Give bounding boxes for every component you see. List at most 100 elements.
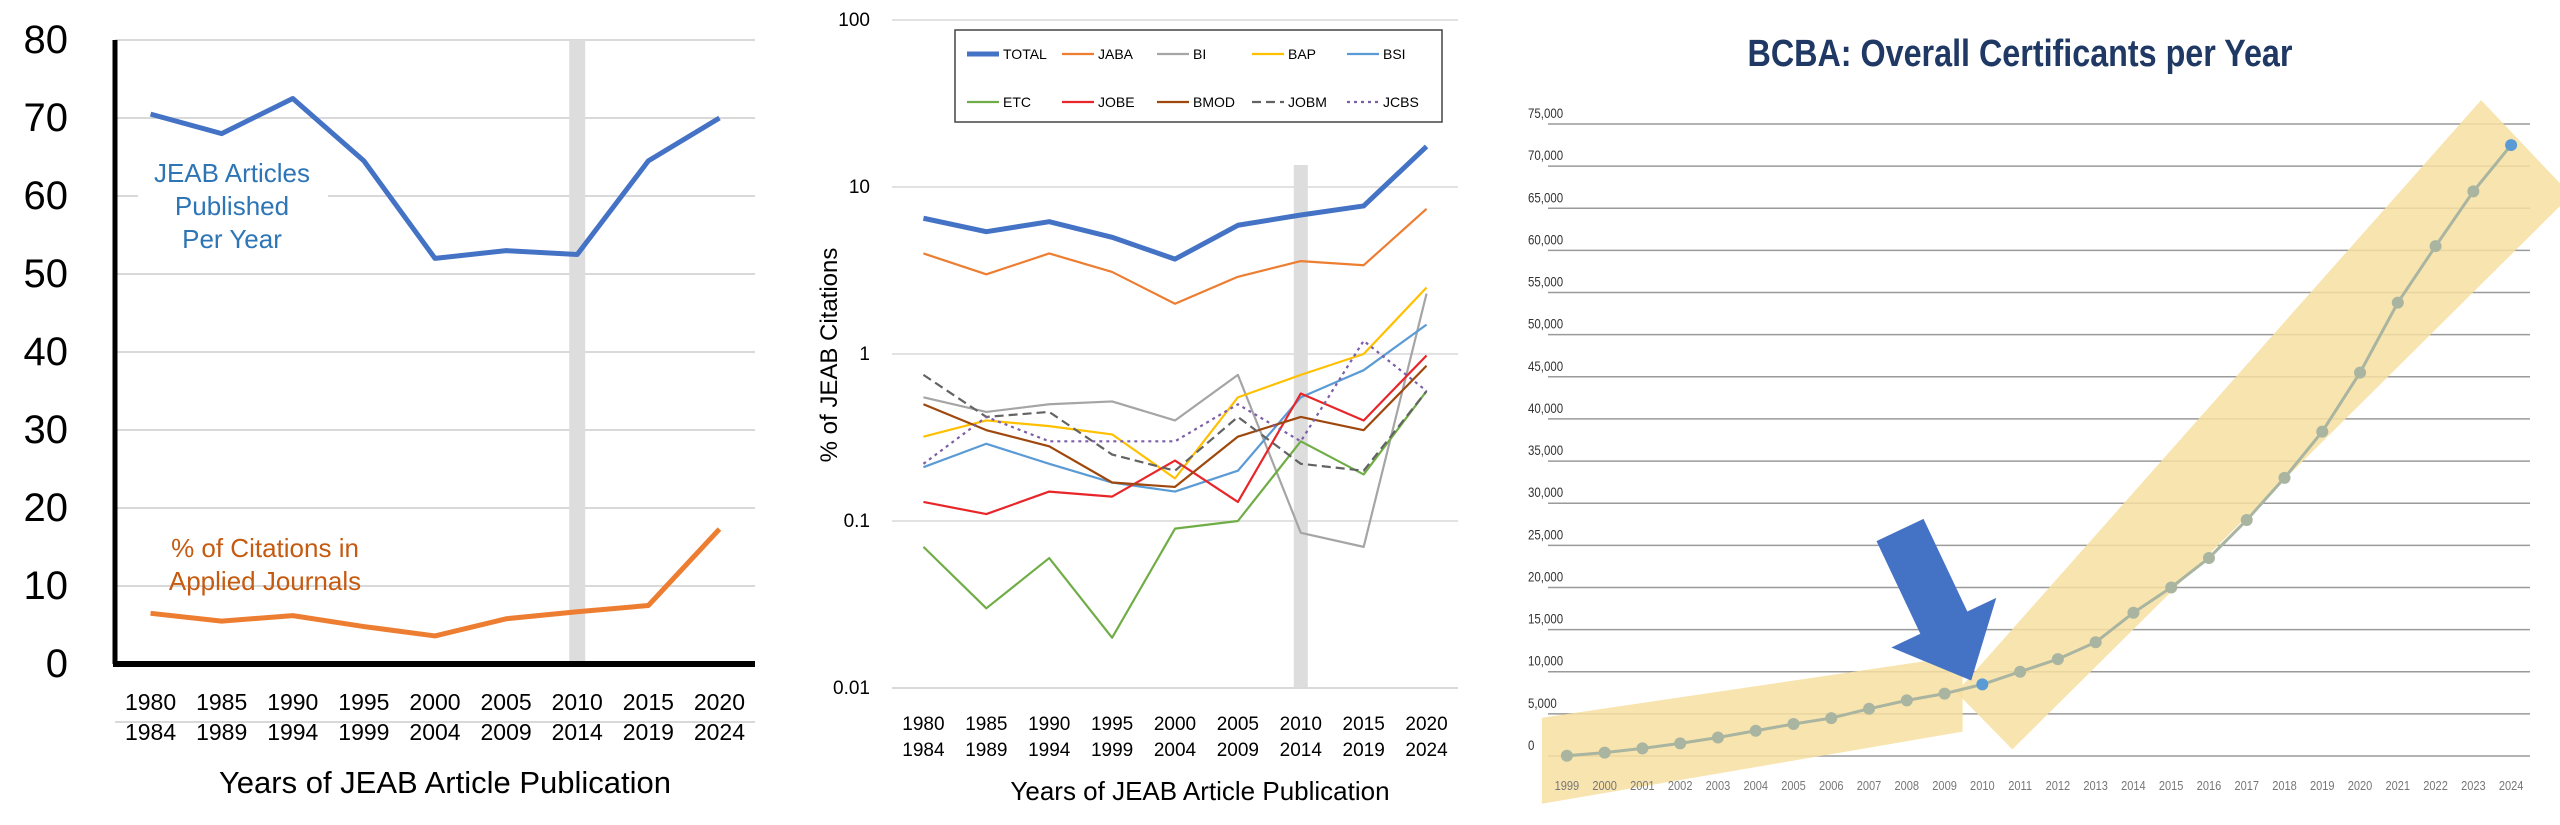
x-tick-label: 2015	[623, 689, 674, 715]
y-tick-label: 65,000	[1528, 189, 1563, 205]
x-tick-label: 1980	[902, 714, 944, 735]
x-tick-label: 2018	[2272, 778, 2297, 793]
series-line	[922, 373, 1428, 472]
y-tick-label: 0	[46, 642, 68, 686]
x-tick-label: 2024	[2499, 778, 2524, 793]
x-tick-label: 2015	[2159, 778, 2184, 793]
x-tick-label: 2005	[1217, 714, 1259, 735]
data-point	[2354, 366, 2367, 379]
x-tick-label: 2021	[2386, 778, 2411, 793]
data-point	[1674, 737, 1687, 750]
y-tick-label: 50,000	[1528, 316, 1563, 332]
x-tick-label: 2005	[1781, 778, 1806, 793]
x-tick-label: 2007	[1857, 778, 1882, 793]
x-tick-label: 2009	[1932, 778, 1957, 793]
x-tick-label: 2009	[1217, 740, 1259, 761]
x-tick-label: 1990	[267, 689, 318, 715]
x-tick-label: 1989	[965, 740, 1007, 761]
legend-label: BMOD	[1193, 94, 1235, 110]
chart-bcba-certificants: BCBA: Overall Certificants per Year 0 5,00…	[1528, 33, 2560, 804]
data-point	[2014, 665, 2027, 678]
x-tick-label: 2002	[1668, 778, 1693, 793]
x-tick-label: 2001	[1630, 778, 1655, 793]
annotation-bg	[138, 150, 328, 258]
y-tick-label: 75,000	[1528, 105, 1563, 121]
data-point	[2089, 636, 2102, 649]
y-tick-label: 15,000	[1528, 610, 1563, 626]
annotation-citations: % of Citations in	[171, 533, 359, 563]
x-tick-label: 2006	[1819, 778, 1844, 793]
y-tick-label: 40	[24, 330, 69, 374]
x-tick-label: 2010	[1970, 778, 1995, 793]
x-tick-label: 1984	[125, 719, 176, 745]
data-point	[1636, 742, 1649, 755]
x-tick-label: 1995	[1091, 714, 1133, 735]
x-tick-label: 2004	[409, 719, 460, 745]
x-tick-label: 2000	[1154, 714, 1196, 735]
x-tick-label: 1995	[338, 689, 389, 715]
legend-label: JOBM	[1288, 94, 1327, 110]
series-line	[1566, 144, 2513, 758]
y-tick-label: 50	[24, 252, 69, 296]
y-tick-label: 0.1	[844, 511, 870, 532]
data-point	[2391, 296, 2404, 309]
y-tick-label: 0	[1528, 737, 1534, 753]
data-point	[1825, 712, 1838, 725]
data-point	[1560, 749, 1573, 762]
x-tick-label: 2004	[1743, 778, 1768, 793]
x-tick-label: 2020	[2348, 778, 2373, 793]
data-point	[1938, 687, 1951, 700]
x-tick-label: 2004	[1154, 740, 1197, 761]
y-tick-label: 10	[849, 177, 870, 198]
series-line	[923, 293, 1428, 548]
series-line	[923, 354, 1428, 516]
x-tick-label: 2013	[2083, 778, 2108, 793]
x-tick-label: 2005	[481, 689, 532, 715]
data-point	[1711, 731, 1724, 744]
series-line	[923, 365, 1428, 489]
data-point	[2278, 471, 2291, 484]
data-point	[2051, 653, 2064, 666]
x-tick-label: 1984	[902, 740, 945, 761]
annotation-citations: Applied Journals	[169, 566, 361, 596]
x-tick-label: 2019	[1343, 740, 1385, 761]
x-tick-label: 2012	[2046, 778, 2071, 793]
series-line	[923, 323, 1428, 493]
y-tick-label: 60	[24, 174, 69, 218]
series-line	[150, 527, 722, 639]
x-tick-label: 2008	[1895, 778, 1920, 793]
series-line	[923, 286, 1428, 480]
y-tick-label: 30	[24, 408, 69, 452]
x-tick-label: 2010	[1280, 714, 1322, 735]
data-point	[2429, 240, 2442, 253]
data-point	[2202, 551, 2215, 564]
chart-citation-percentages: 0.01 0.1 1 10 100 TOTAL JABA BI BAP BSI ETC JOBE BMO…	[816, 10, 1458, 806]
x-axis-title: Years of JEAB Article Publication	[1010, 776, 1389, 806]
y-tick-label: 1	[859, 344, 870, 365]
y-tick-label: 20	[24, 486, 69, 530]
data-point	[1598, 746, 1611, 759]
series-line	[922, 390, 1428, 639]
x-tick-label: 2000	[1592, 778, 1617, 793]
x-tick-label: 2020	[1405, 714, 1447, 735]
x-tick-label: 1994	[1028, 740, 1071, 761]
y-tick-label: 70,000	[1528, 147, 1563, 163]
y-tick-label: 30,000	[1528, 484, 1563, 500]
data-point	[1900, 694, 1913, 707]
y-tick-label: 0.01	[833, 678, 870, 699]
arrow-shape	[1876, 518, 1997, 681]
y-tick-label: 25,000	[1528, 526, 1563, 542]
data-point	[1749, 724, 1762, 737]
data-point	[1863, 702, 1876, 715]
y-tick-label: 35,000	[1528, 442, 1563, 458]
annotation-articles: JEAB Articles	[154, 158, 310, 188]
x-tick-label: 2014	[1280, 740, 1323, 761]
series-line	[922, 144, 1429, 262]
legend-label: BI	[1193, 46, 1206, 62]
data-point	[2165, 581, 2178, 594]
highlight-band	[1293, 165, 1308, 688]
x-tick-label: 2019	[623, 719, 674, 745]
x-tick-label: 2015	[1343, 714, 1385, 735]
x-tick-label: 2009	[481, 719, 532, 745]
x-tick-label: 1980	[125, 689, 176, 715]
